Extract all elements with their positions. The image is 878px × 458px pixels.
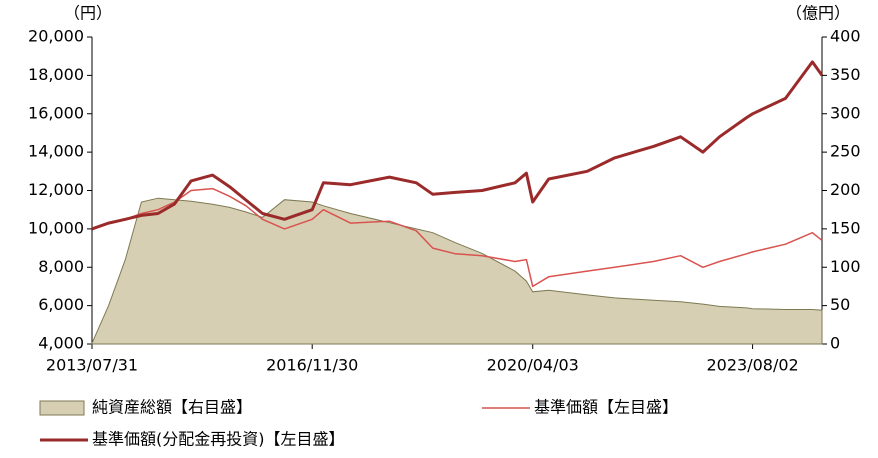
y2-tick-label: 300 — [830, 103, 861, 122]
line — [91, 60, 824, 231]
y-axis-label: （円） — [64, 4, 112, 23]
legend-label: 基準価額【左目盛】 — [534, 398, 678, 417]
y2-tick-label: 250 — [830, 142, 861, 161]
y-tick-label: 4,000 — [38, 334, 84, 353]
y-tick-label: 14,000 — [28, 142, 84, 161]
y-tick-label: 16,000 — [28, 103, 84, 122]
y2-tick-label: 50 — [830, 295, 850, 314]
legend-swatch — [39, 400, 85, 416]
y-tick-label: 18,000 — [28, 65, 84, 84]
legend-label: 純資産総額【右目盛】 — [92, 398, 252, 417]
y2-axis-label: （億円） — [786, 4, 850, 23]
x-tick-label: 2020/04/03 — [487, 356, 579, 375]
x-tick-label: 2013/07/31 — [46, 356, 138, 375]
x-tick-label: 2016/11/30 — [266, 356, 358, 375]
x-tick-label: 2023/08/02 — [706, 356, 798, 375]
y2-tick-label: 0 — [830, 334, 840, 353]
y-tick-label: 10,000 — [28, 218, 84, 237]
y2-tick-label: 200 — [830, 180, 861, 199]
line — [91, 187, 823, 288]
y2-tick-label: 100 — [830, 257, 861, 276]
y2-tick-label: 350 — [830, 65, 861, 84]
y2-tick-label: 150 — [830, 218, 861, 237]
area — [91, 197, 823, 345]
y-tick-label: 8,000 — [38, 257, 84, 276]
y2-tick-label: 400 — [830, 27, 861, 46]
legend-label: 基準価額(分配金再投資)【左目盛】 — [92, 430, 345, 449]
y-tick-label: 6,000 — [38, 295, 84, 314]
y-tick-label: 12,000 — [28, 180, 84, 199]
y-tick-label: 20,000 — [28, 27, 84, 46]
